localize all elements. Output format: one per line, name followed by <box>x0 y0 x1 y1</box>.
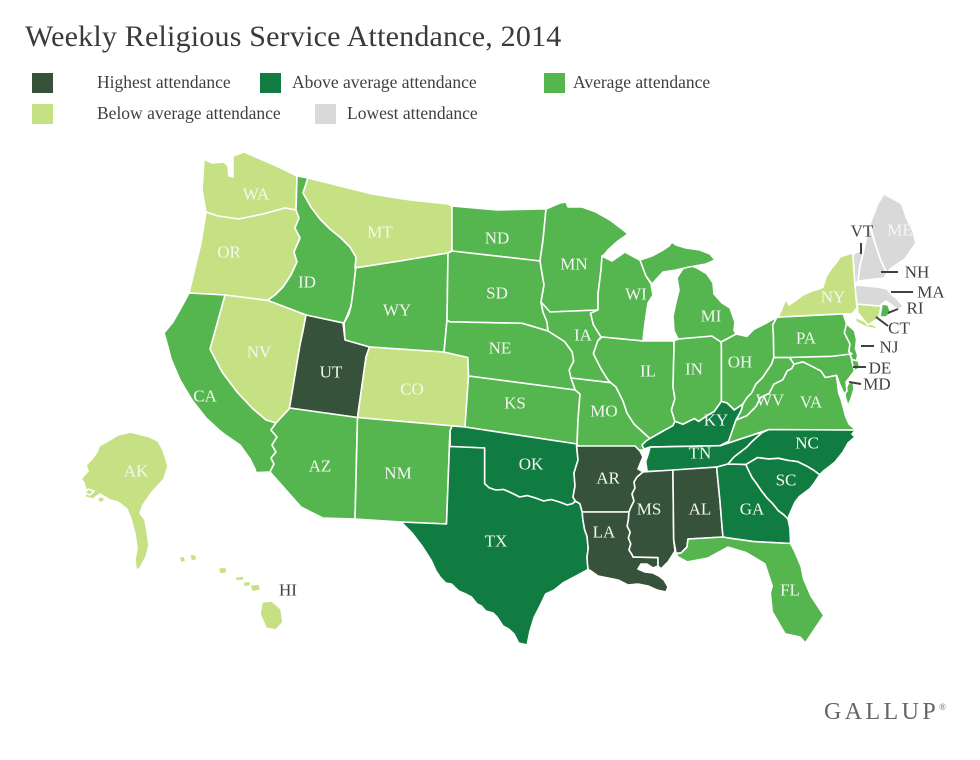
svg-text:HI: HI <box>279 581 297 600</box>
svg-text:VA: VA <box>800 393 823 412</box>
svg-text:TN: TN <box>689 444 712 463</box>
svg-text:FL: FL <box>780 581 800 600</box>
svg-text:WY: WY <box>383 301 411 320</box>
svg-text:NY: NY <box>821 288 846 307</box>
svg-text:VT: VT <box>851 222 874 241</box>
svg-text:IA: IA <box>574 326 593 345</box>
svg-text:NV: NV <box>247 343 272 362</box>
svg-text:MO: MO <box>590 402 617 421</box>
svg-text:LA: LA <box>593 523 616 542</box>
svg-text:MA: MA <box>917 283 945 302</box>
svg-text:MS: MS <box>637 500 662 519</box>
svg-text:RI: RI <box>907 299 924 318</box>
svg-text:MN: MN <box>560 255 587 274</box>
svg-text:WV: WV <box>756 391 785 410</box>
svg-text:KY: KY <box>704 411 729 430</box>
svg-text:WI: WI <box>625 285 647 304</box>
svg-text:AR: AR <box>596 469 620 488</box>
svg-text:CA: CA <box>193 387 217 406</box>
svg-text:PA: PA <box>796 329 817 348</box>
svg-text:ME: ME <box>887 221 913 240</box>
svg-text:SD: SD <box>486 284 508 303</box>
svg-text:MI: MI <box>701 307 722 326</box>
svg-text:NH: NH <box>905 263 930 282</box>
svg-text:IL: IL <box>640 362 656 381</box>
svg-text:OH: OH <box>728 353 753 372</box>
svg-text:AK: AK <box>124 462 149 481</box>
svg-text:DE: DE <box>869 359 892 378</box>
svg-text:WA: WA <box>243 185 270 204</box>
svg-text:IN: IN <box>685 360 703 379</box>
svg-text:ID: ID <box>298 273 316 292</box>
svg-text:OK: OK <box>519 455 544 474</box>
svg-text:SC: SC <box>776 471 797 490</box>
svg-text:NJ: NJ <box>880 338 899 357</box>
svg-text:OR: OR <box>217 243 241 262</box>
svg-text:TX: TX <box>485 532 508 551</box>
svg-text:AL: AL <box>689 500 712 519</box>
svg-text:AZ: AZ <box>309 457 332 476</box>
svg-text:GA: GA <box>740 500 765 519</box>
svg-text:KS: KS <box>504 394 526 413</box>
svg-text:MT: MT <box>367 223 393 242</box>
svg-text:UT: UT <box>320 363 343 382</box>
svg-text:NC: NC <box>795 434 819 453</box>
svg-text:ND: ND <box>485 229 510 248</box>
svg-text:MD: MD <box>863 375 890 394</box>
svg-text:NM: NM <box>384 464 411 483</box>
svg-text:CT: CT <box>888 319 910 338</box>
svg-text:CO: CO <box>400 380 424 399</box>
svg-text:NE: NE <box>489 339 512 358</box>
